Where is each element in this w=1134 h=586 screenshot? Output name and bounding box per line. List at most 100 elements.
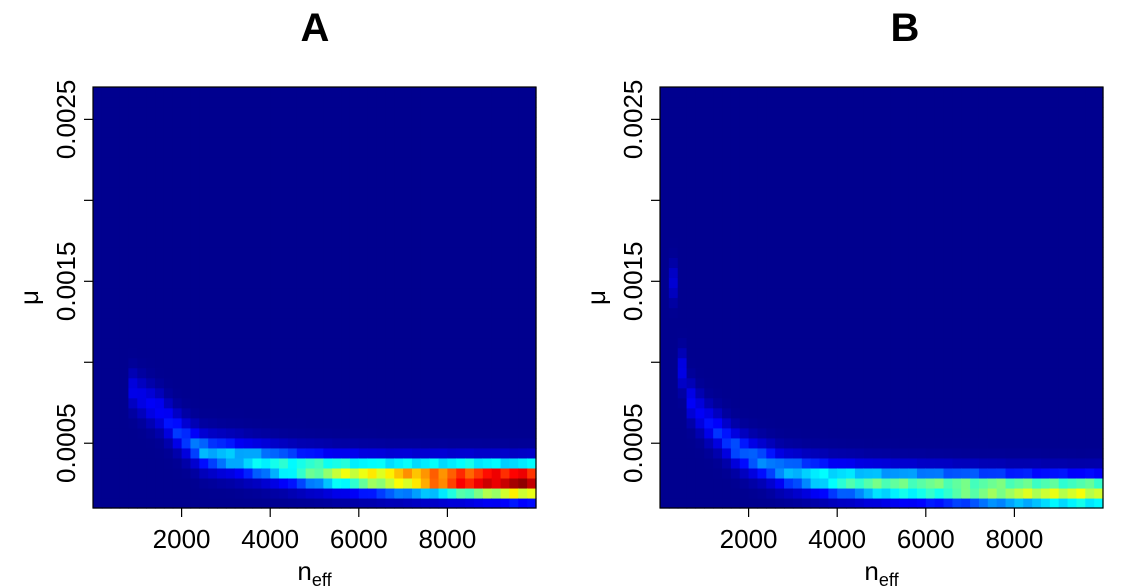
heatmap-cell [385,167,395,178]
heatmap-cell [411,337,422,349]
heatmap-cell [987,487,998,499]
y-tick-label: 0.0015 [618,242,648,322]
heatmap-cell [518,367,528,379]
heatmap-cell [934,267,945,279]
heatmap-cell [668,327,679,339]
heatmap-cell [146,467,156,479]
heatmap-cell [367,137,378,148]
heatmap-cell [775,477,785,489]
heatmap-cell [730,467,741,479]
heatmap-cell [358,427,369,439]
heatmap-cell [1049,347,1060,359]
heatmap-cell [261,217,271,228]
heatmap-cell [739,237,750,248]
heatmap-cell [1023,417,1033,429]
heatmap-cell [225,367,236,379]
heatmap-cell [137,187,147,198]
heatmap-cell [784,377,794,389]
heatmap-cell [899,487,909,499]
heatmap-cell [181,147,192,158]
heatmap-cell [801,197,812,208]
heatmap-cell [110,377,121,389]
heatmap-cell [846,437,856,449]
heatmap-cell [279,477,289,489]
heatmap-cell [934,147,945,158]
heatmap-cell [775,447,785,459]
heatmap-cell [784,327,794,339]
heatmap-cell [518,147,528,158]
heatmap-cell [447,347,457,359]
heatmap-cell [784,137,794,148]
heatmap-cell [899,497,909,509]
heatmap-cell [1032,437,1042,449]
heatmap-cell [420,467,431,479]
heatmap-cell [1040,197,1051,208]
heatmap-cell [332,327,342,339]
heatmap-cell [686,147,697,158]
heatmap-cell [890,317,900,329]
heatmap-cell [420,477,431,489]
heatmap-cell [978,157,989,168]
heatmap-cell [349,427,360,439]
heatmap-cell [890,247,900,258]
heatmap-cell [252,197,262,208]
heatmap-cell [792,217,803,228]
heatmap-cell [872,287,883,299]
heatmap-cell [704,107,714,118]
heatmap-cell [925,157,936,168]
heatmap-cell [784,157,794,168]
heatmap-cell [482,297,493,309]
heatmap-cell [411,237,422,248]
heatmap-cell [1049,387,1060,399]
heatmap-cell [234,347,245,359]
heatmap-cell [686,417,697,429]
heatmap-cell [810,127,821,138]
heatmap-cell [872,457,883,469]
heatmap-cell [1067,247,1078,258]
heatmap-cell [1076,487,1086,499]
heatmap-cell [349,257,360,269]
heatmap-cell [837,207,847,218]
heatmap-cell [341,137,351,148]
heatmap-cell [270,307,280,319]
heatmap-cell [660,477,670,489]
heatmap-cell [190,347,200,359]
heatmap-cell [686,97,697,108]
heatmap-cell [367,307,378,319]
heatmap-cell [1049,307,1060,319]
heatmap-cell [660,187,670,198]
heatmap-cell [411,287,422,299]
heatmap-cell [465,87,475,98]
heatmap-cell [137,447,147,459]
heatmap-cell [881,417,891,429]
heatmap-cell [252,157,262,168]
heatmap-cell [739,387,750,399]
heatmap-cell [952,467,962,479]
heatmap-cell [234,107,245,118]
heatmap-cell [819,327,829,339]
heatmap-cell [491,187,502,198]
heatmap-cell [837,167,847,178]
heatmap-cell [270,217,280,228]
heatmap-cell [403,197,413,208]
heatmap-cell [225,247,236,258]
heatmap-cell [1058,87,1069,98]
heatmap-cell [155,117,165,128]
heatmap-cell [1023,177,1033,188]
heatmap-cell [925,97,936,108]
heatmap-cell [828,167,838,178]
heatmap-cell [1049,447,1060,459]
heatmap-cell [1040,467,1051,479]
heatmap-cell [500,167,511,178]
heatmap-cell [970,387,980,399]
heatmap-cell [270,287,280,299]
panel-b: B 2000 4000 6000 8000 neff 0.0005 0.0015 0.0025… [567,0,1134,586]
heatmap-cell [349,387,360,399]
heatmap-cell [916,267,927,279]
heatmap-cell [899,407,909,419]
heatmap-cell [509,147,519,158]
heatmap-cell [996,87,1007,98]
heatmap-cell [713,347,723,359]
heatmap-cell [465,417,475,429]
